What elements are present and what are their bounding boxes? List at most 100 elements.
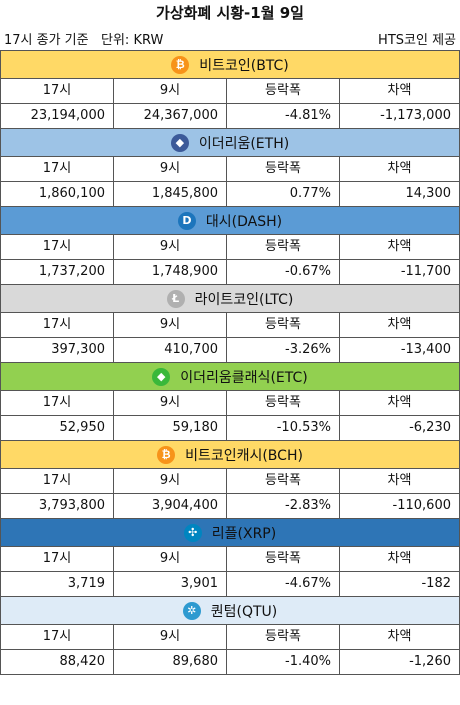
coin-header: ◆ 이더리움(ETH): [0, 129, 460, 157]
column-header: 등락폭: [227, 469, 340, 493]
coin-section: ✲ 퀀텀(QTU) 17시 9시 등락폭 차액 88,420 89,680 -1.40% -1,2…: [0, 597, 460, 675]
coin-section: ₿ 비트코인캐시(BCH) 17시 9시 등락폭 차액 3,793,800 3,904,400…: [0, 441, 460, 519]
column-header-row: 17시 9시 등락폭 차액: [0, 547, 460, 572]
value-row: 1,737,200 1,748,900 -0.67% -11,700: [0, 260, 460, 285]
column-header: 9시: [114, 79, 227, 103]
column-header: 차액: [340, 391, 460, 415]
column-header: 9시: [114, 625, 227, 649]
qtum-icon: ✲: [182, 601, 201, 620]
column-header: 차액: [340, 157, 460, 181]
coin-section: D 대시(DASH) 17시 9시 등락폭 차액 1,737,200 1,748,900 -0.…: [0, 207, 460, 285]
coin-header: ₿ 비트코인캐시(BCH): [0, 441, 460, 469]
column-header: 17시: [1, 625, 114, 649]
column-header: 차액: [340, 235, 460, 259]
coin-header: Ł 라이트코인(LTC): [0, 285, 460, 313]
coin-header: ✣ 리플(XRP): [0, 519, 460, 547]
source-label: HTS코인 제공: [378, 32, 456, 48]
column-header: 17시: [1, 547, 114, 571]
value-row: 88,420 89,680 -1.40% -1,260: [0, 650, 460, 675]
value-cell: 14,300: [340, 182, 460, 206]
dash-icon: D: [177, 211, 196, 230]
value-row: 3,719 3,901 -4.67% -182: [0, 572, 460, 597]
coin-header: ◆ 이더리움클래식(ETC): [0, 363, 460, 391]
value-cell: -182: [340, 572, 460, 596]
value-cell: 0.77%: [227, 182, 340, 206]
ethereum-icon: ◆: [170, 133, 189, 152]
coin-name: 대시(DASH): [205, 213, 283, 230]
column-header-row: 17시 9시 등락폭 차액: [0, 79, 460, 104]
ripple-icon: ✣: [183, 523, 202, 542]
coin-name: 비트코인(BTC): [199, 57, 289, 74]
column-header: 17시: [1, 313, 114, 337]
coin-header: D 대시(DASH): [0, 207, 460, 235]
column-header: 차액: [340, 625, 460, 649]
unit-label: 단위: KRW: [101, 32, 164, 48]
column-header: 차액: [340, 469, 460, 493]
column-header: 9시: [114, 547, 227, 571]
value-cell: -10.53%: [227, 416, 340, 440]
value-row: 52,950 59,180 -10.53% -6,230: [0, 416, 460, 441]
value-cell: 3,719: [1, 572, 114, 596]
coin-header: ✲ 퀀텀(QTU): [0, 597, 460, 625]
price-table: ₿ 비트코인(BTC) 17시 9시 등락폭 차액 23,194,000 24,367,000…: [0, 50, 460, 675]
bitcoin-cash-icon: ₿: [157, 445, 176, 464]
coin-name: 비트코인캐시(BCH): [185, 447, 303, 464]
value-cell: -13,400: [340, 338, 460, 362]
column-header-row: 17시 9시 등락폭 차액: [0, 157, 460, 182]
column-header: 17시: [1, 391, 114, 415]
value-cell: 1,845,800: [114, 182, 227, 206]
coin-header: ₿ 비트코인(BTC): [0, 51, 460, 79]
column-header: 9시: [114, 235, 227, 259]
value-cell: 1,737,200: [1, 260, 114, 284]
value-cell: 88,420: [1, 650, 114, 674]
value-cell: 1,860,100: [1, 182, 114, 206]
value-cell: -4.67%: [227, 572, 340, 596]
value-cell: 24,367,000: [114, 104, 227, 128]
value-cell: -2.83%: [227, 494, 340, 518]
value-cell: -110,600: [340, 494, 460, 518]
coin-section: ◆ 이더리움(ETH) 17시 9시 등락폭 차액 1,860,100 1,845,800 0.…: [0, 129, 460, 207]
column-header: 등락폭: [227, 79, 340, 103]
value-cell: -1,173,000: [340, 104, 460, 128]
coin-name: 이더리움클래식(ETC): [180, 369, 308, 386]
value-cell: 3,901: [114, 572, 227, 596]
page-title: 가상화폐 시황-1월 9일: [156, 4, 304, 22]
bitcoin-icon: ₿: [171, 55, 190, 74]
value-cell: 59,180: [114, 416, 227, 440]
value-cell: 3,904,400: [114, 494, 227, 518]
ethereum-classic-icon: ◆: [152, 367, 171, 386]
column-header: 17시: [1, 157, 114, 181]
value-cell: -1,260: [340, 650, 460, 674]
basis-label: 17시 종가 기준: [4, 32, 89, 48]
litecoin-icon: Ł: [166, 289, 185, 308]
value-row: 397,300 410,700 -3.26% -13,400: [0, 338, 460, 363]
value-cell: 3,793,800: [1, 494, 114, 518]
coin-section: Ł 라이트코인(LTC) 17시 9시 등락폭 차액 397,300 410,700 -3.26…: [0, 285, 460, 363]
column-header: 9시: [114, 469, 227, 493]
column-header: 등락폭: [227, 157, 340, 181]
column-header: 차액: [340, 313, 460, 337]
column-header: 등락폭: [227, 625, 340, 649]
value-row: 3,793,800 3,904,400 -2.83% -110,600: [0, 494, 460, 519]
column-header: 등락폭: [227, 235, 340, 259]
column-header: 차액: [340, 547, 460, 571]
value-cell: -0.67%: [227, 260, 340, 284]
column-header: 9시: [114, 157, 227, 181]
column-header-row: 17시 9시 등락폭 차액: [0, 235, 460, 260]
value-cell: 410,700: [114, 338, 227, 362]
value-row: 1,860,100 1,845,800 0.77% 14,300: [0, 182, 460, 207]
column-header: 17시: [1, 469, 114, 493]
column-header: 차액: [340, 79, 460, 103]
column-header-row: 17시 9시 등락폭 차액: [0, 469, 460, 494]
coin-section: ◆ 이더리움클래식(ETC) 17시 9시 등락폭 차액 52,950 59,180 -10.5…: [0, 363, 460, 441]
column-header-row: 17시 9시 등락폭 차액: [0, 625, 460, 650]
value-cell: -6,230: [340, 416, 460, 440]
column-header: 등락폭: [227, 391, 340, 415]
value-cell: 1,748,900: [114, 260, 227, 284]
value-cell: 23,194,000: [1, 104, 114, 128]
coin-section: ✣ 리플(XRP) 17시 9시 등락폭 차액 3,719 3,901 -4.67% -182: [0, 519, 460, 597]
column-header: 9시: [114, 391, 227, 415]
value-cell: -4.81%: [227, 104, 340, 128]
value-cell: 397,300: [1, 338, 114, 362]
column-header: 17시: [1, 235, 114, 259]
